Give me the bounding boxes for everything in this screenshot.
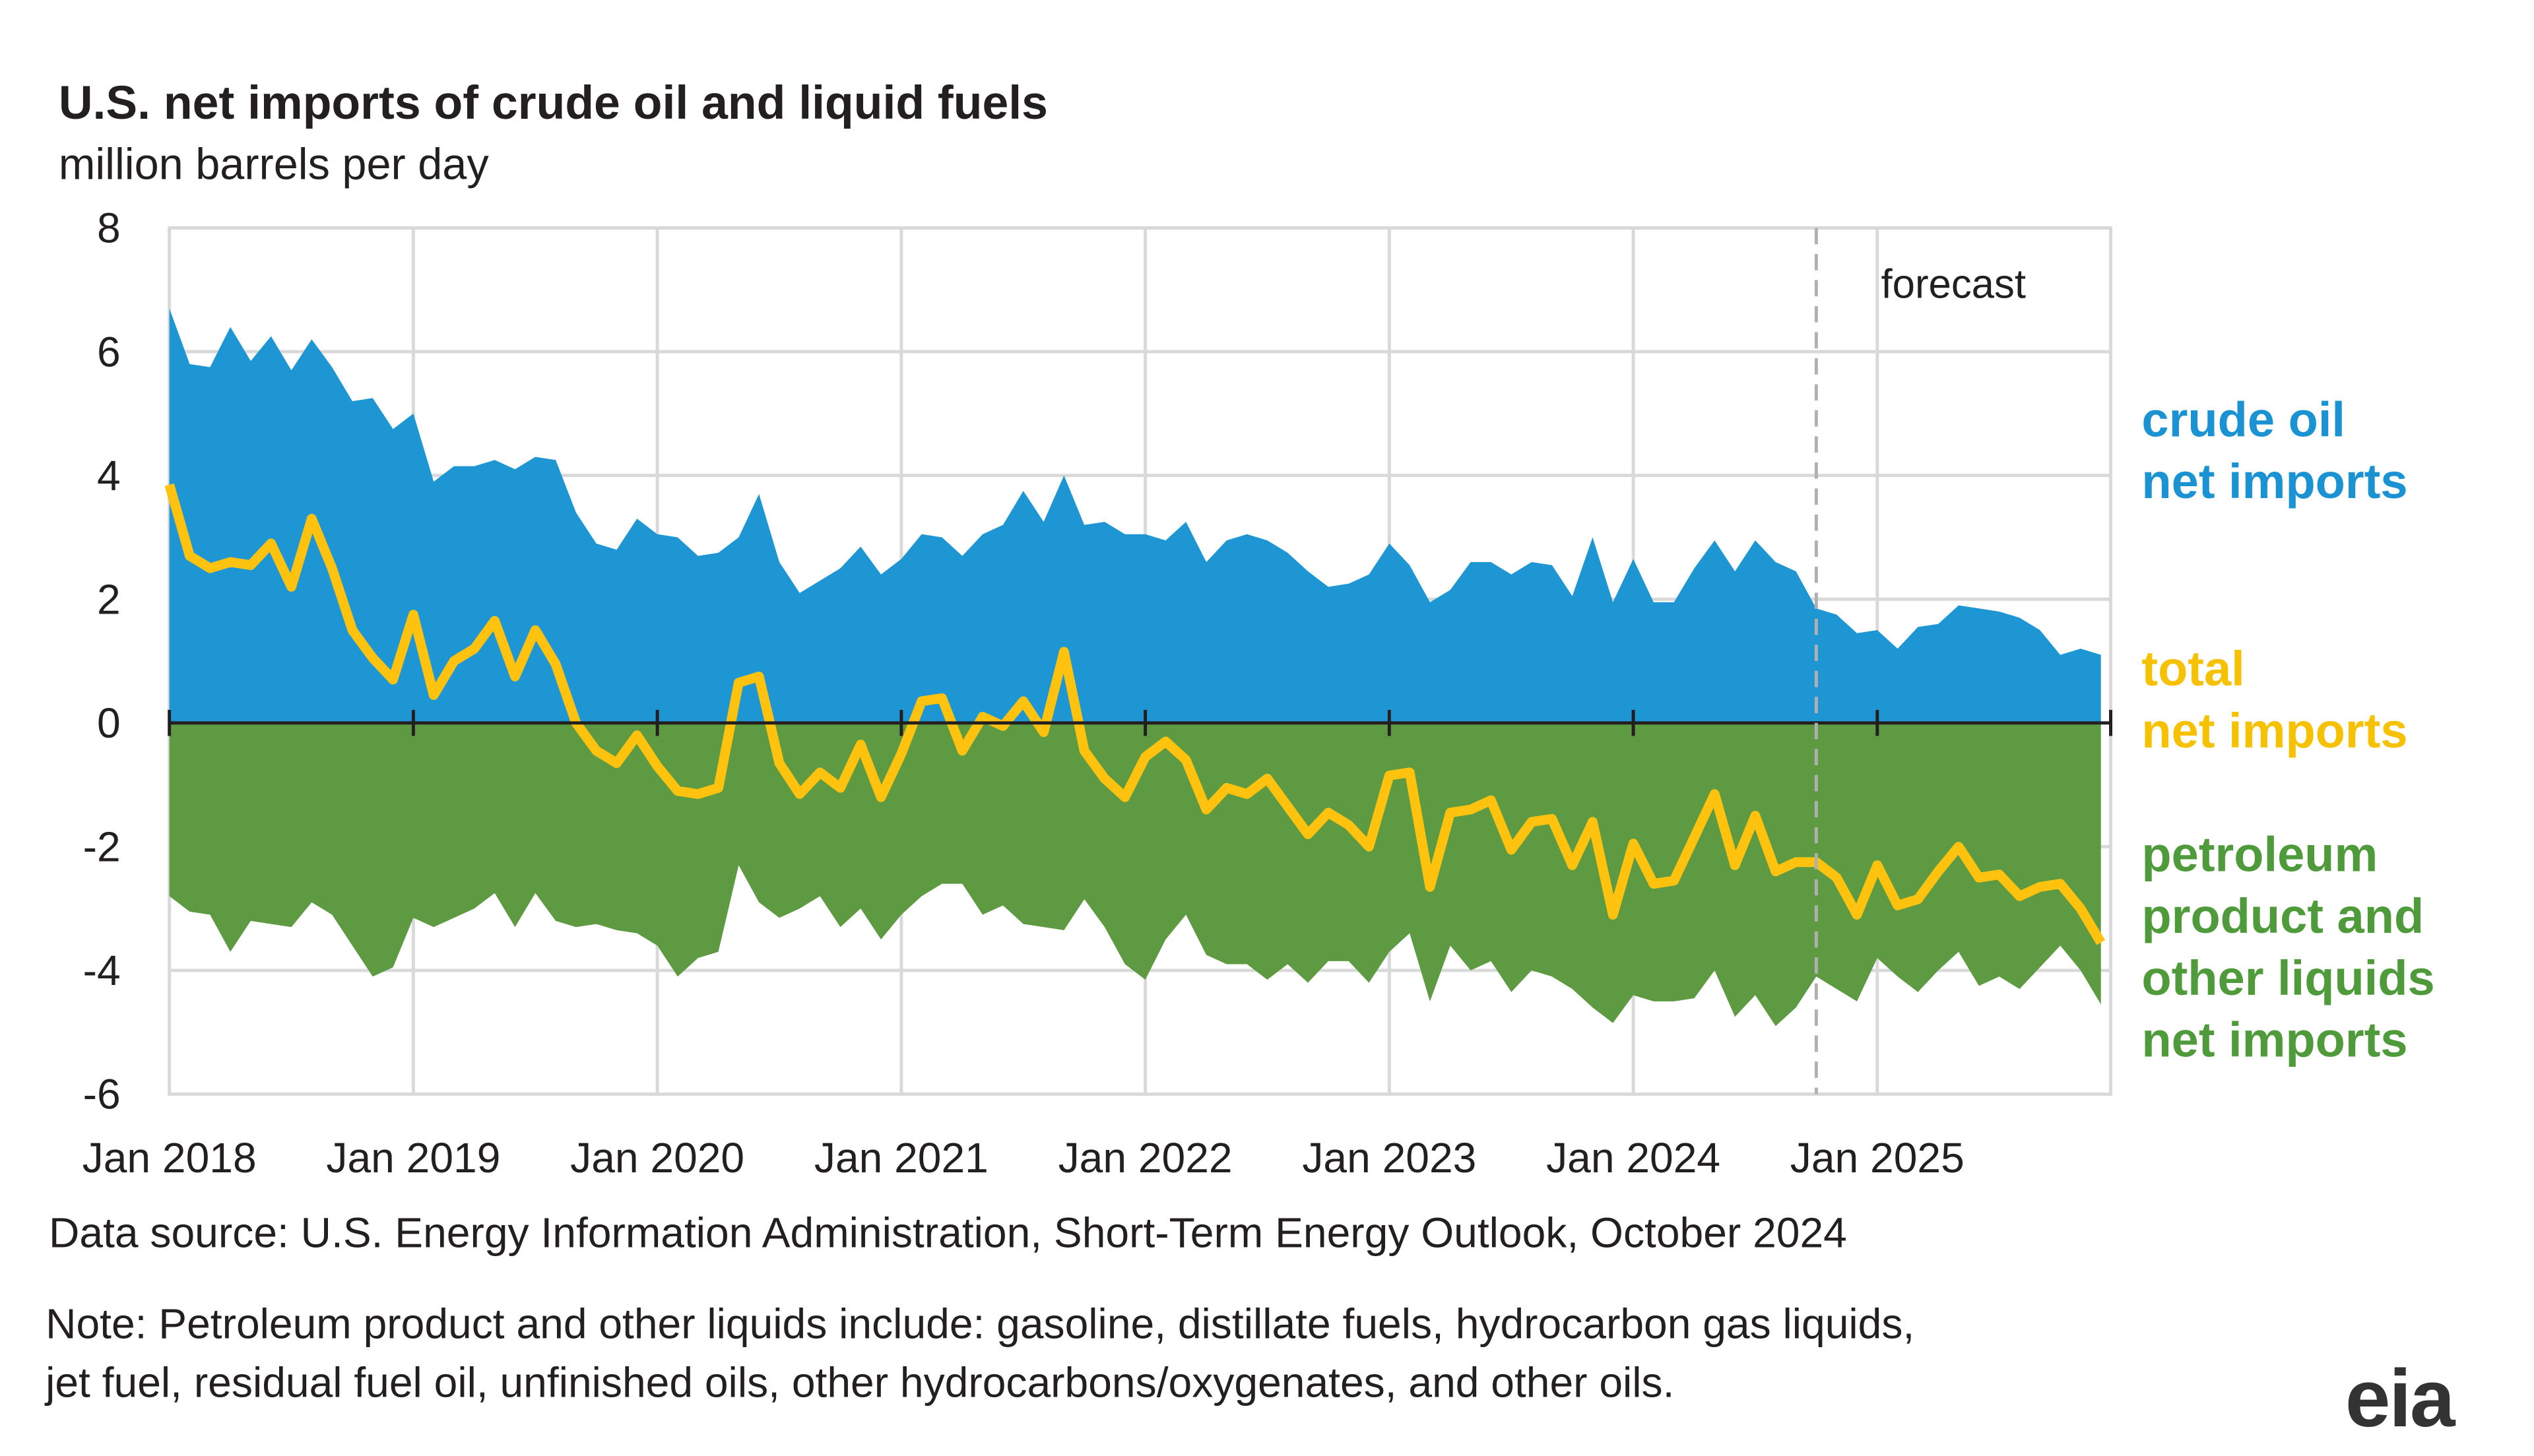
line <box>164 483 2106 945</box>
annotation: forecast <box>1881 262 2026 307</box>
x-tick-label: Jan 2020 <box>570 1134 744 1182</box>
data <box>164 308 2106 1027</box>
y-tick-label: 8 <box>97 205 121 252</box>
chart-subtitle: million barrels per day <box>58 140 489 189</box>
legend-label: petroleum product and other liquids net … <box>2141 829 2435 1069</box>
y-tick-label: -2 <box>83 823 121 871</box>
x-tick-label: Jan 2018 <box>82 1134 257 1182</box>
y-tick-label: 4 <box>97 452 121 499</box>
footnote: Note: Petroleum product and other liquid… <box>46 1299 1915 1407</box>
y-tick-label: -4 <box>83 947 121 994</box>
x-tick-label: Jan 2021 <box>814 1134 989 1182</box>
chart-title: U.S. net imports of crude oil and liquid… <box>58 78 1049 131</box>
y-tick-label: 6 <box>97 328 121 375</box>
area <box>169 308 2101 723</box>
y-tick-label: -6 <box>83 1071 121 1118</box>
axes: -6 -4 -2 0 2 4 6 8 Jan 2018 Jan 2019 Jan 2020 Jan 2… <box>82 205 2112 1182</box>
x-tick-label: Jan 2025 <box>1790 1134 1965 1182</box>
legend-label: total net imports <box>2141 643 2408 759</box>
x-tick-label: Jan 2019 <box>326 1134 500 1182</box>
area <box>169 722 2101 1027</box>
x-tick-label: Jan 2024 <box>1546 1134 1720 1182</box>
legend-label: crude oil net imports <box>2141 394 2408 510</box>
source-note: Data source: U.S. Energy Information Adm… <box>49 1208 1847 1257</box>
y-tick-label: 2 <box>97 575 121 623</box>
x-tick-label: Jan 2023 <box>1302 1134 1476 1182</box>
x-tick-label: Jan 2022 <box>1058 1134 1233 1182</box>
logo: eia <box>2345 1352 2455 1445</box>
y-tick-label: 0 <box>97 699 121 747</box>
